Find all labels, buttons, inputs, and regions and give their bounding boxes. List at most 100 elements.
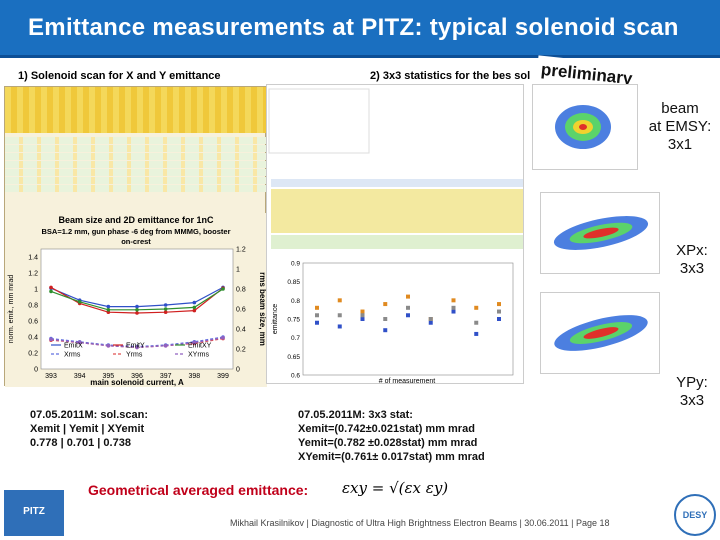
section-left-title: 1) Solenoid scan for X and Y emittance xyxy=(18,70,221,82)
legend-label: EmitXY xyxy=(188,343,212,350)
xpx-image xyxy=(540,192,660,274)
stat-point xyxy=(451,298,456,303)
table-row xyxy=(5,185,267,192)
slide-header: Emittance measurements at PITZ: typical … xyxy=(0,0,720,58)
xpx-label: XPx: 3x3 xyxy=(676,242,708,277)
stat-y-tick-label: 0.85 xyxy=(287,279,300,286)
section-middle-title: 2) 3x3 statistics for the bes sol xyxy=(370,70,531,82)
y-tick-label: 0.2 xyxy=(28,351,38,358)
data-point xyxy=(163,307,168,311)
beam-image xyxy=(532,84,638,170)
middle-caption-line: Xemit=(0.742±0.021stat) mm mrad xyxy=(298,423,475,435)
data-point xyxy=(163,303,168,307)
stat-point xyxy=(383,317,388,321)
x-tick-label: 395 xyxy=(102,373,114,380)
x-tick-label: 396 xyxy=(131,373,143,380)
y2-tick-label: 1 xyxy=(236,267,240,274)
stat-point xyxy=(451,309,456,314)
stat-point xyxy=(406,294,410,299)
stat-point xyxy=(428,320,433,325)
data-point xyxy=(135,308,139,312)
stat-point xyxy=(315,313,319,318)
emittance-formula: εxy = √(εx εy) xyxy=(342,479,449,497)
stat-point xyxy=(497,302,501,307)
stat-point xyxy=(497,309,501,314)
stat-y-tick-label: 0.8 xyxy=(291,298,300,305)
stat-point xyxy=(428,317,433,321)
stat-point xyxy=(497,317,501,321)
y2-tick-label: 0.4 xyxy=(236,327,246,334)
legend-label: Yrms xyxy=(126,352,143,359)
left-caption-line: 0.778 | 0.701 | 0.738 xyxy=(30,437,131,449)
geometric-average-label: Geometrical averaged emittance: xyxy=(88,482,309,498)
stat-point xyxy=(315,320,319,325)
data-point xyxy=(106,344,111,348)
y-tick-label: 0.6 xyxy=(28,319,38,326)
middle-panel: 0.6 0.65 0.7 0.75 0.8 0.85 0.9 emittance # of … xyxy=(266,84,524,385)
x-tick-label: 398 xyxy=(188,373,200,380)
left-caption: 07.05.2011M: sol.scan: Xemit | Yemit | X… xyxy=(30,408,230,450)
stat-point xyxy=(360,317,365,321)
y-tick-label: 1.4 xyxy=(28,255,38,262)
stat-point xyxy=(474,305,479,310)
data-point xyxy=(192,305,197,310)
stat-point xyxy=(406,313,410,318)
x-tick-label: 393 xyxy=(45,373,57,380)
ypy-label: YPy: 3x3 xyxy=(676,374,708,409)
stat-y-tick-label: 0.6 xyxy=(291,373,300,380)
stat-point xyxy=(383,328,388,333)
y2-tick-label: 0 xyxy=(236,367,240,374)
slide-footer: Mikhail Krasilnikov | Diagnostic of Ultr… xyxy=(230,518,610,528)
legend-label: EmitY xyxy=(126,343,145,350)
data-point xyxy=(106,304,111,309)
beam-spot-graphic xyxy=(555,105,611,149)
data-point xyxy=(135,304,139,309)
xpx-phase-space-graphic xyxy=(553,216,649,250)
legend-label: XYrms xyxy=(188,352,210,359)
data-point xyxy=(77,340,82,345)
y-tick-label: 0 xyxy=(34,367,38,374)
data-point xyxy=(49,289,53,294)
x-axis-label: main solenoid current, A xyxy=(90,378,184,387)
table-row xyxy=(5,145,267,152)
stat-point xyxy=(337,298,342,303)
y-tick-label: 0.8 xyxy=(28,303,38,310)
stat-point xyxy=(451,305,456,310)
stat-plot-area xyxy=(302,262,514,376)
data-point xyxy=(192,308,197,313)
data-point xyxy=(106,308,111,312)
table-row xyxy=(5,169,267,176)
data-point xyxy=(163,310,168,314)
data-point xyxy=(135,311,139,315)
beam-label: beam at EMSY: 3x1 xyxy=(648,100,712,153)
x-tick-label: 399 xyxy=(217,373,229,380)
y2-tick-label: 0.8 xyxy=(236,287,246,294)
y-tick-label: 1 xyxy=(34,287,38,294)
stat-point xyxy=(315,305,319,310)
desy-logo: DESY xyxy=(674,494,716,536)
middle-caption: 07.05.2011M: 3x3 stat: Xemit=(0.742±0.02… xyxy=(298,408,534,464)
x-tick-label: 394 xyxy=(74,373,86,380)
y-axis-label: norm. emit., mm mrad xyxy=(8,275,15,344)
stat-x-axis-label: # of measurement xyxy=(379,378,435,385)
y2-tick-label: 1.2 xyxy=(236,247,246,254)
middle-caption-line: Yemit=(0.782 ±0.028stat) mm mrad xyxy=(298,437,478,449)
statistics-panel: 0.6 0.65 0.7 0.75 0.8 0.85 0.9 emittance # of … xyxy=(268,88,523,385)
table-row xyxy=(5,137,267,144)
y-tick-label: 1.2 xyxy=(28,271,38,278)
data-point xyxy=(135,345,139,350)
legend-label: Xrms xyxy=(64,352,81,359)
table-header xyxy=(5,87,267,133)
stat-point xyxy=(474,331,479,336)
stat-y-axis-label: emittance xyxy=(272,304,279,334)
stat-point xyxy=(337,324,342,329)
table-row xyxy=(5,177,267,184)
y-tick-label: 0.4 xyxy=(28,335,38,342)
data-point xyxy=(221,336,225,340)
chart-title-1: Beam size and 2D emittance for 1nC xyxy=(58,215,214,225)
stat-point xyxy=(337,313,342,318)
pitz-logo: PITZ xyxy=(4,490,64,536)
data-point xyxy=(192,300,197,305)
legend-label: EmitX xyxy=(64,343,83,350)
data-point xyxy=(49,285,53,290)
